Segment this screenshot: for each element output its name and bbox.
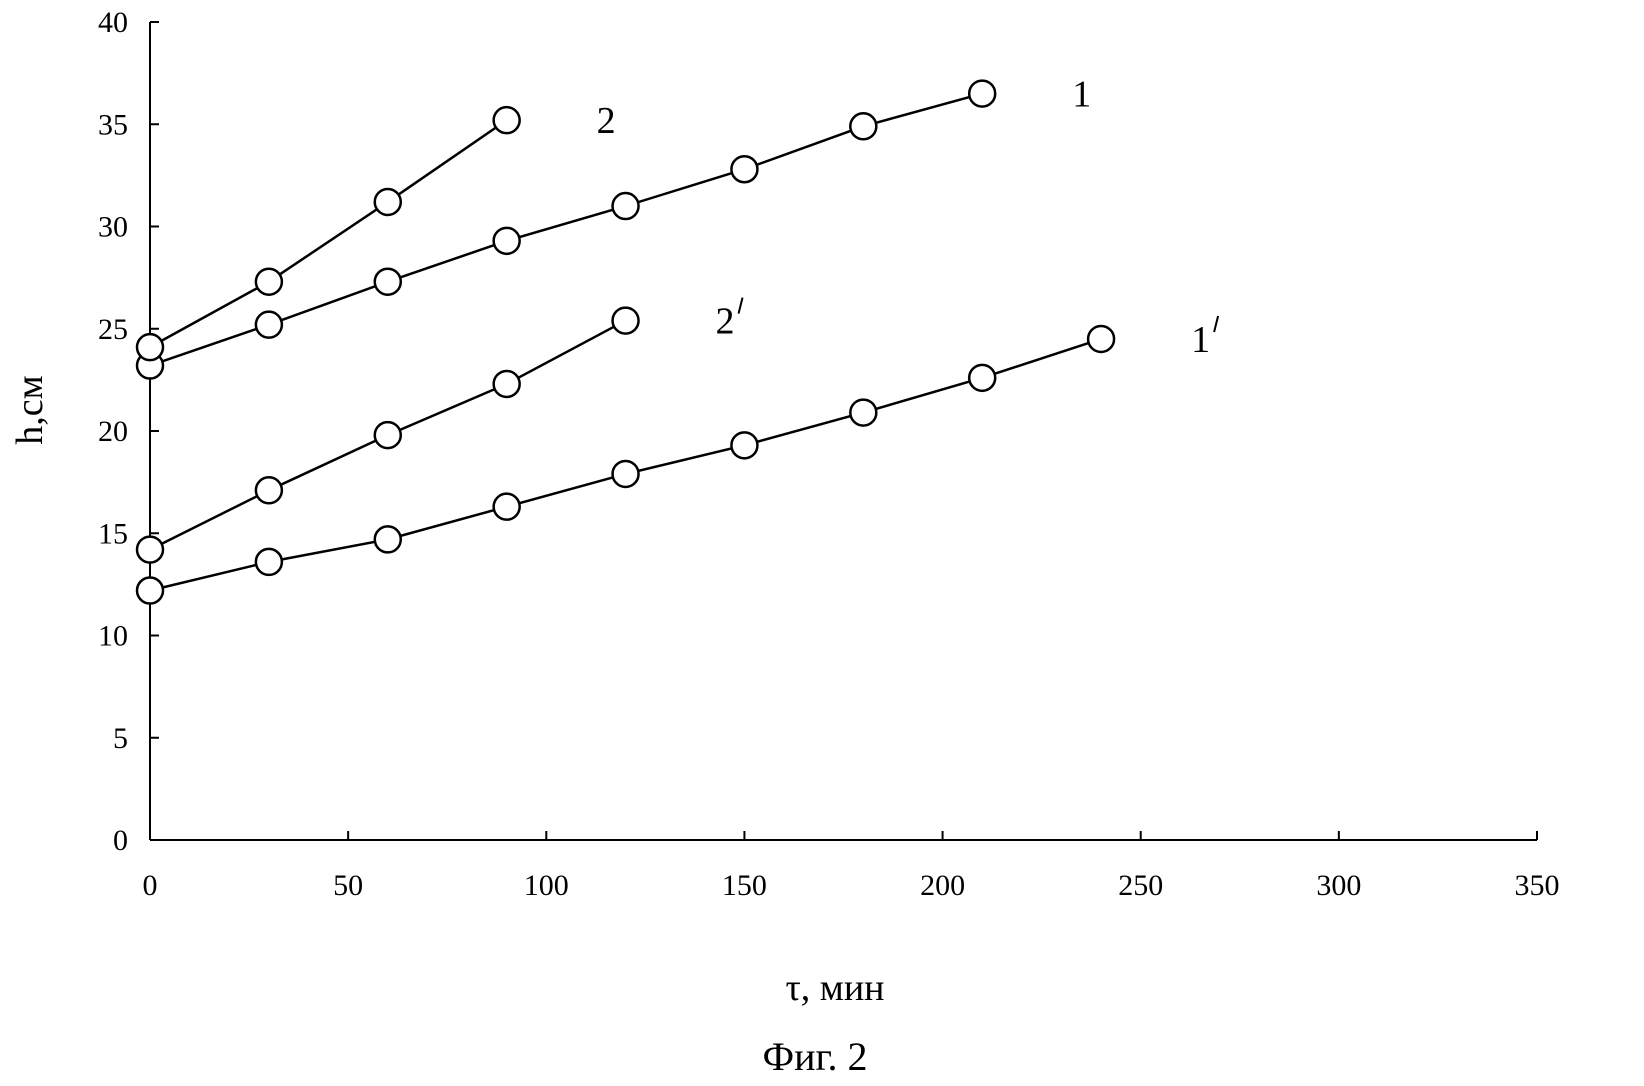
x-tick-label: 100 [524,869,569,902]
series-1-point [969,81,995,107]
series-2-point [137,334,163,360]
series-2-prime-point [256,477,282,503]
y-tick-label: 35 [98,108,128,141]
series-1-point [256,312,282,338]
series-2-prime-point [137,537,163,563]
series-2-line [150,120,507,347]
axes: 0 50 100 150 200 250 300 350 0 5 10 15 20 25 30 35 40 [98,6,1560,902]
series-markers [137,81,1114,604]
y-tick-label: 5 [113,722,128,755]
x-tick-label: 0 [143,869,158,902]
x-tick-label: 350 [1515,869,1560,902]
series-1-prime-point [375,526,401,552]
series-1-point [850,113,876,139]
series-1-prime-point [850,400,876,426]
series-1-point [731,156,757,182]
y-tick-label: 10 [98,620,128,653]
y-tick-label: 0 [113,824,128,857]
y-tick-label: 40 [98,6,128,39]
x-tick-label: 300 [1316,869,1361,902]
series-labels: 1 2 2 1 [597,74,1218,361]
series-1-prime-point [494,494,520,520]
y-tick-label: 15 [98,517,128,550]
series-1-point [494,228,520,254]
x-axis-title: τ, мин [786,967,885,1009]
series-1-prime-point [731,432,757,458]
series-2-prime-point [613,308,639,334]
series-1-prime-point [1088,326,1114,352]
series-2-label: 2 [597,100,616,142]
series-2-prime-point [494,371,520,397]
series-2-point [494,107,520,133]
y-tick-label: 30 [98,211,128,244]
series-2-prime-prime-mark [739,298,743,314]
series-1-label: 1 [1072,74,1091,116]
series-1-point [613,193,639,219]
series-1-prime-point [613,461,639,487]
y-axis-title: h,см [9,375,51,444]
x-tick-label: 250 [1118,869,1163,902]
series-2-point [256,269,282,295]
series-1-prime-point [137,578,163,604]
x-tick-label: 50 [333,869,363,902]
figure-caption: Фиг. 2 [763,1034,868,1079]
series-1-prime-prime-mark [1214,316,1218,332]
x-tick-label: 200 [920,869,965,902]
y-tick-label: 25 [98,313,128,346]
series-1-prime-label: 1 [1191,319,1210,361]
series-1-prime-point [256,549,282,575]
series-2-prime-label: 2 [716,301,735,343]
series-lines [150,94,1101,591]
series-1-point [375,269,401,295]
series-2-point [375,189,401,215]
series-2-prime-point [375,422,401,448]
y-tick-label: 20 [98,415,128,448]
x-tick-label: 150 [722,869,767,902]
series-1-prime-point [969,365,995,391]
